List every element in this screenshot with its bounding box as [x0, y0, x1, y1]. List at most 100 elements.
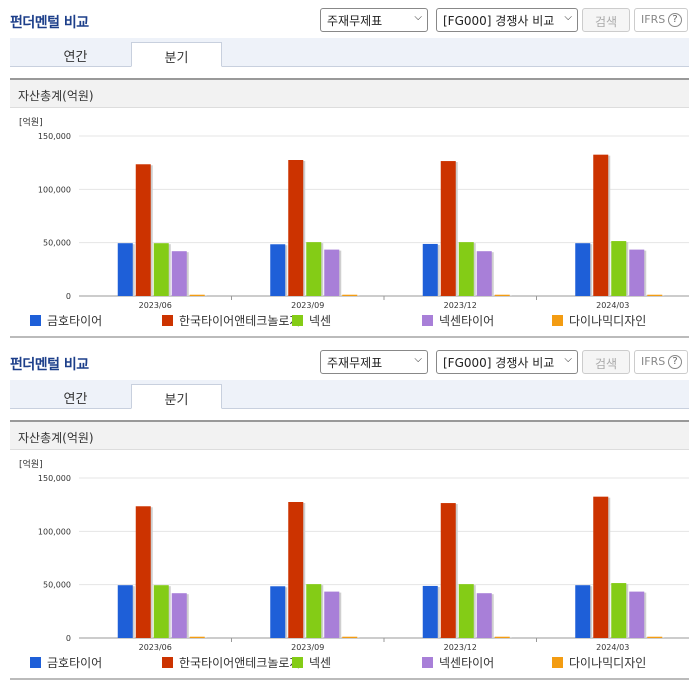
help-icon[interactable]: ? — [668, 355, 682, 369]
y-tick-label: 0 — [66, 292, 71, 301]
unit-label: [억원] — [19, 458, 43, 470]
bar[interactable] — [629, 249, 645, 296]
legend-item[interactable]: 한국타이어앤테크놀로지 — [162, 312, 300, 329]
x-tick-label: 2023/12 — [444, 301, 477, 310]
peer-select[interactable]: [FG000] 경쟁사 비교 ⌵ — [436, 350, 578, 374]
bar[interactable] — [593, 154, 609, 296]
x-tick-label: 2023/06 — [139, 643, 172, 652]
legend-item[interactable]: 넥센 — [292, 654, 331, 671]
bar[interactable] — [288, 502, 304, 638]
period-tabs: 연간 분기 — [10, 38, 689, 67]
legend-item[interactable]: 한국타이어앤테크놀로지 — [162, 654, 300, 671]
unit-label: [억원] — [19, 116, 43, 128]
chevron-down-icon: ⌵ — [414, 354, 422, 365]
y-tick-label: 50,000 — [43, 239, 71, 248]
bar[interactable] — [117, 585, 133, 638]
peer-select[interactable]: [FG000] 경쟁사 비교 ⌵ — [436, 8, 578, 32]
legend-swatch — [422, 657, 433, 668]
fundamental-panel-2: 펀더멘털 비교 주재무제표 ⌵ [FG000] 경쟁사 비교 ⌵ 검색 IFRS… — [0, 342, 696, 684]
chevron-down-icon: ⌵ — [564, 12, 572, 23]
ifrs-label: IFRS — [641, 355, 666, 368]
bar[interactable] — [440, 161, 456, 296]
bar[interactable] — [494, 294, 510, 296]
x-tick-label: 2023/09 — [291, 301, 324, 310]
section-title: 자산총계(억원) — [10, 420, 689, 450]
bar[interactable] — [135, 164, 151, 296]
statement-select[interactable]: 주재무제표 ⌵ — [320, 350, 428, 374]
bar[interactable] — [153, 243, 169, 296]
bar[interactable] — [324, 249, 340, 296]
legend-label: 다이나믹디자인 — [569, 314, 647, 328]
bar[interactable] — [153, 585, 169, 638]
bar[interactable] — [324, 591, 340, 638]
bar[interactable] — [476, 593, 492, 638]
bar[interactable] — [422, 585, 438, 638]
tab-quarterly[interactable]: 분기 — [131, 42, 222, 67]
bar[interactable] — [611, 583, 627, 638]
ifrs-button[interactable]: IFRS ? — [634, 8, 688, 32]
bar[interactable] — [611, 241, 627, 296]
legend-label: 넥센 — [309, 314, 332, 328]
legend-item[interactable]: 넥센타이어 — [422, 312, 494, 329]
bar[interactable] — [458, 584, 474, 638]
statement-select-value: 주재무제표 — [327, 14, 383, 28]
x-tick-label: 2024/03 — [596, 301, 629, 310]
bar[interactable] — [593, 496, 609, 638]
peer-select-value: [FG000] 경쟁사 비교 — [443, 356, 555, 370]
tab-quarterly[interactable]: 분기 — [131, 384, 222, 409]
y-tick-label: 150,000 — [38, 132, 71, 141]
tab-annual[interactable]: 연간 — [63, 50, 88, 65]
x-tick-label: 2023/09 — [291, 643, 324, 652]
help-icon[interactable]: ? — [668, 13, 682, 27]
tab-annual[interactable]: 연간 — [63, 392, 88, 407]
bar[interactable] — [575, 243, 591, 296]
legend-swatch — [30, 657, 41, 668]
bar[interactable] — [189, 636, 205, 638]
bar[interactable] — [647, 294, 663, 296]
x-tick-label: 2023/12 — [444, 643, 477, 652]
legend-swatch — [552, 657, 563, 668]
legend-item[interactable]: 금호타이어 — [30, 654, 102, 671]
bar[interactable] — [306, 584, 322, 638]
bar[interactable] — [171, 251, 187, 296]
legend-item[interactable]: 금호타이어 — [30, 312, 102, 329]
legend-item[interactable]: 다이나믹디자인 — [552, 654, 646, 671]
statement-select-value: 주재무제표 — [327, 356, 383, 370]
chevron-down-icon: ⌵ — [564, 354, 572, 365]
bar[interactable] — [458, 242, 474, 296]
bar[interactable] — [189, 294, 205, 296]
bar[interactable] — [270, 586, 286, 638]
ifrs-label: IFRS — [641, 13, 666, 26]
legend-item[interactable]: 넥센 — [292, 312, 331, 329]
bar[interactable] — [342, 636, 358, 638]
bar[interactable] — [117, 243, 133, 296]
bar[interactable] — [476, 251, 492, 296]
legend-item[interactable]: 넥센타이어 — [422, 654, 494, 671]
bar[interactable] — [171, 593, 187, 638]
ifrs-button[interactable]: IFRS ? — [634, 350, 688, 374]
panel-title: 펀더멘털 비교 — [10, 357, 89, 373]
chart-legend: 금호타이어 한국타이어앤테크놀로지 넥센 넥센타이어 다이나믹디자인 — [30, 312, 690, 330]
bar[interactable] — [270, 244, 286, 296]
search-button[interactable]: 검색 — [582, 350, 630, 374]
bar[interactable] — [647, 636, 663, 638]
bar[interactable] — [629, 591, 645, 638]
bar[interactable] — [422, 243, 438, 296]
bar[interactable] — [288, 160, 304, 296]
bar[interactable] — [575, 585, 591, 638]
legend-label: 넥센타이어 — [439, 656, 495, 670]
legend-item[interactable]: 다이나믹디자인 — [552, 312, 646, 329]
legend-swatch — [162, 657, 173, 668]
y-tick-label: 100,000 — [38, 527, 71, 536]
bar[interactable] — [440, 503, 456, 638]
x-tick-label: 2023/06 — [139, 301, 172, 310]
bar[interactable] — [494, 636, 510, 638]
legend-swatch — [422, 315, 433, 326]
bar[interactable] — [342, 294, 358, 296]
bar[interactable] — [306, 242, 322, 296]
search-button[interactable]: 검색 — [582, 8, 630, 32]
legend-label: 금호타이어 — [47, 314, 103, 328]
statement-select[interactable]: 주재무제표 ⌵ — [320, 8, 428, 32]
bar[interactable] — [135, 506, 151, 638]
section-title: 자산총계(억원) — [10, 78, 689, 108]
